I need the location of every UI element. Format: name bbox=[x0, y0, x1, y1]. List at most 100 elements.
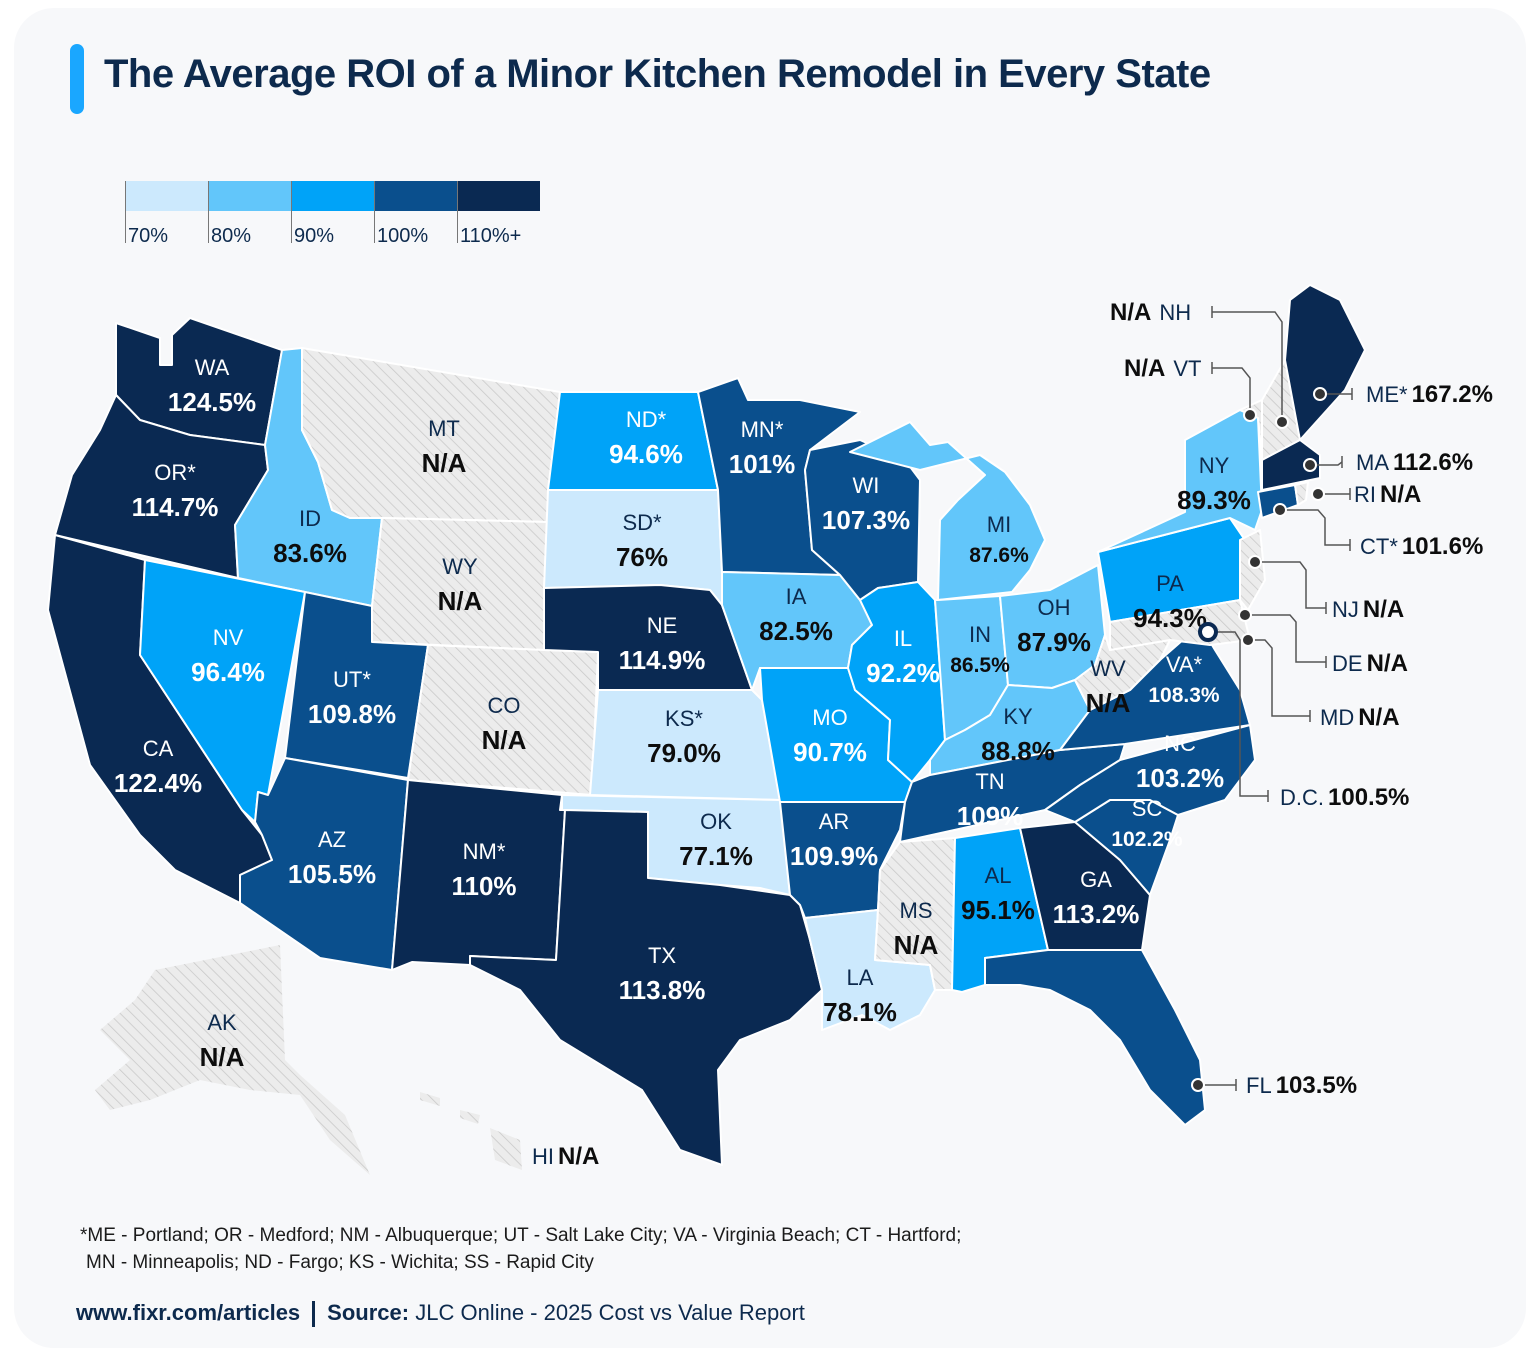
state-value-label: 77.1% bbox=[679, 841, 753, 871]
state-value-label: 109% bbox=[957, 801, 1024, 831]
callout-lines bbox=[1198, 306, 1353, 1091]
state-NJ bbox=[1239, 529, 1266, 611]
state-value-label: 113.8% bbox=[619, 975, 706, 1005]
state-value-label: N/A bbox=[200, 1042, 245, 1072]
state-code-label: ID bbox=[299, 506, 321, 531]
state-code-label: WV bbox=[1090, 656, 1126, 681]
state-value-label: 122.4% bbox=[114, 768, 202, 798]
state-ME bbox=[1284, 284, 1366, 441]
callout-label: D.C. 100.5% bbox=[1280, 784, 1409, 811]
state-code-label: WA bbox=[195, 355, 230, 380]
legend-swatch-70 bbox=[125, 181, 208, 211]
state-FL bbox=[984, 949, 1206, 1126]
state-code-label: IL bbox=[894, 626, 912, 651]
state-value-label: 76% bbox=[616, 542, 668, 572]
state-value-label: 94.6% bbox=[609, 439, 683, 469]
state-value-label: 96.4% bbox=[191, 657, 265, 687]
state-code-label: GA bbox=[1080, 867, 1112, 892]
state-MI bbox=[849, 421, 1046, 601]
state-code-label: IA bbox=[786, 584, 807, 609]
state-code-label: NM* bbox=[463, 839, 506, 864]
state-value-label: 109.8% bbox=[308, 699, 396, 729]
legend-label-100: 100% bbox=[377, 225, 429, 247]
state-code-label: KS* bbox=[665, 706, 703, 731]
state-code-label: WI bbox=[853, 473, 880, 498]
callout-label: HI N/A bbox=[532, 1143, 599, 1170]
state-code-label: MN* bbox=[741, 417, 784, 442]
state-value-label: N/A bbox=[894, 930, 939, 960]
state-code-label: WY bbox=[442, 554, 478, 579]
title-accent-bar bbox=[70, 44, 84, 114]
footer-source-label: Source: bbox=[327, 1300, 410, 1325]
legend-label-90: 90% bbox=[294, 225, 335, 247]
state-value-label: 110% bbox=[451, 871, 516, 901]
state-code-label: AR bbox=[819, 809, 850, 834]
legend-label-110: 110%+ bbox=[460, 225, 522, 247]
footnote-line-1: *ME - Portland; OR - Medford; NM - Albuq… bbox=[80, 1225, 962, 1246]
state-code-label: MO bbox=[812, 705, 847, 730]
state-value-label: 108.3% bbox=[1148, 684, 1220, 707]
state-value-label: 92.2% bbox=[866, 658, 940, 688]
state-RI bbox=[1294, 481, 1309, 506]
state-value-label: 101% bbox=[729, 449, 796, 479]
legend-label-70: 70% bbox=[128, 225, 169, 247]
state-code-label: OK bbox=[700, 809, 732, 834]
state-value-label: 87.6% bbox=[969, 544, 1029, 567]
state-code-label: TN bbox=[975, 769, 1004, 794]
state-code-label: AZ bbox=[318, 827, 346, 852]
state-code-label: SC bbox=[1132, 796, 1163, 821]
callout-label: N/A VT bbox=[1124, 355, 1201, 382]
state-code-label: MS bbox=[900, 898, 933, 923]
state-TX bbox=[469, 809, 823, 1166]
state-value-label: 88.8% bbox=[981, 736, 1055, 766]
state-value-label: 78.1% bbox=[823, 997, 897, 1027]
callout-label: DE N/A bbox=[1332, 650, 1408, 677]
state-value-label: N/A bbox=[1086, 688, 1131, 718]
state-value-label: 114.7% bbox=[132, 492, 219, 522]
state-value-label: 114.9% bbox=[619, 645, 706, 675]
state-value-label: 113.2% bbox=[1053, 899, 1140, 929]
callout-label: ME* 167.2% bbox=[1366, 381, 1493, 408]
state-code-label: AL bbox=[985, 863, 1012, 888]
state-value-label: N/A bbox=[482, 725, 527, 755]
state-code-label: IN bbox=[969, 622, 991, 647]
state-labels: WA 124.5% OR* 114.7% CA 122.4% ID 83.6% NV 96.4% M… bbox=[114, 355, 1251, 1072]
state-value-label: 95.1% bbox=[961, 895, 1035, 925]
state-value-label: N/A bbox=[422, 448, 467, 478]
state-CO bbox=[407, 644, 599, 796]
state-value-label: 103.2% bbox=[1136, 763, 1224, 793]
footer: www.fixr.com/articles Source: JLC Online … bbox=[76, 1300, 805, 1328]
state-WY bbox=[371, 517, 549, 651]
state-code-label: PA bbox=[1156, 571, 1184, 596]
state-value-label: 83.6% bbox=[273, 538, 347, 568]
state-value-label: 89.3% bbox=[1177, 485, 1251, 515]
legend-label-80: 80% bbox=[211, 225, 252, 247]
callout-label: N/A NH bbox=[1110, 299, 1191, 326]
footer-site-link[interactable]: www.fixr.com/articles bbox=[76, 1300, 301, 1325]
footer-source-text: JLC Online - 2025 Cost vs Value Report bbox=[415, 1300, 805, 1325]
state-code-label: NC bbox=[1164, 731, 1196, 756]
state-code-label: ND* bbox=[626, 407, 667, 432]
state-value-label: 82.5% bbox=[759, 616, 833, 646]
legend-swatch-100 bbox=[374, 181, 457, 211]
state-code-label: UT* bbox=[333, 667, 371, 692]
state-code-label: NE bbox=[647, 613, 678, 638]
state-code-label: OR* bbox=[154, 460, 196, 485]
state-code-label: VA* bbox=[1166, 652, 1203, 677]
state-code-label: MT bbox=[428, 416, 460, 441]
state-value-label: N/A bbox=[438, 586, 483, 616]
state-value-label: 124.5% bbox=[168, 387, 256, 417]
state-code-label: MI bbox=[987, 512, 1011, 537]
state-AK bbox=[95, 945, 370, 1175]
state-value-label: 105.5% bbox=[288, 859, 376, 889]
legend-swatch-80 bbox=[208, 181, 291, 211]
state-value-label: 109.9% bbox=[790, 841, 878, 871]
state-code-label: KY bbox=[1003, 704, 1033, 729]
state-code-label: NY bbox=[1199, 453, 1230, 478]
state-value-label: 94.3% bbox=[1133, 603, 1207, 633]
callout-label: RI N/A bbox=[1354, 481, 1421, 508]
state-value-label: 107.3% bbox=[822, 505, 910, 535]
state-code-label: SD* bbox=[622, 510, 662, 535]
callout-label: MD N/A bbox=[1320, 704, 1400, 731]
